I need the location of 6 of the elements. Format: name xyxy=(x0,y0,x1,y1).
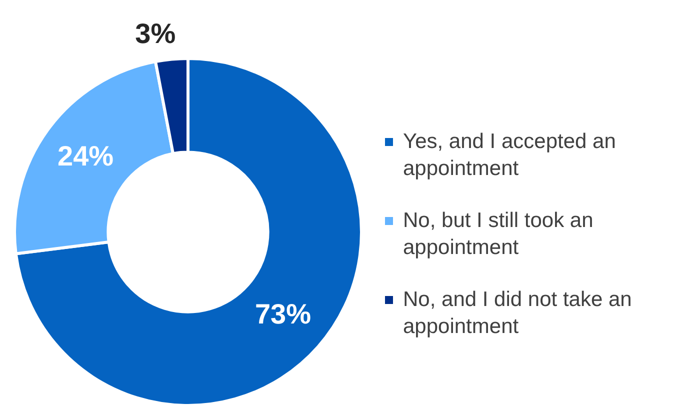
data-label: 3% xyxy=(135,18,176,50)
legend-label: No, and I did not take an appointment xyxy=(403,287,633,340)
legend-label: No, but I still took an appointment xyxy=(403,208,594,261)
legend-label: Yes, and I accepted an appointment xyxy=(403,129,617,182)
data-label: 73% xyxy=(254,298,312,330)
data-label: 24% xyxy=(58,140,114,172)
